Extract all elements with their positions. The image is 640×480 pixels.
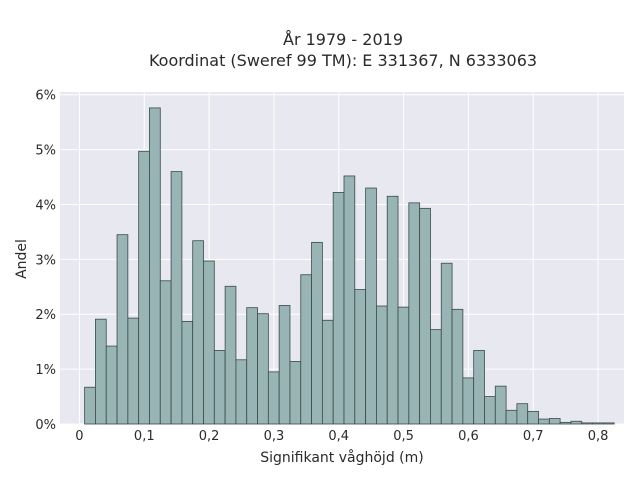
histogram-bar <box>484 396 496 425</box>
histogram-bar <box>559 421 572 425</box>
y-axis-ticks: 0% 1% 2% 3% 4% 5% 6% <box>35 89 56 433</box>
histogram-bar <box>332 192 345 425</box>
histogram-bar <box>149 107 161 425</box>
histogram-bar <box>343 175 356 425</box>
x-tick-label: 0,3 <box>264 429 285 444</box>
histogram-bar <box>300 274 312 425</box>
chart-title-line1: År 1979 - 2019 <box>283 30 403 49</box>
chart-title-line2: Koordinat (Sweref 99 TM): E 331367, N 63… <box>149 51 537 70</box>
histogram-bar <box>408 202 421 425</box>
x-tick-label: 0,2 <box>199 429 220 444</box>
histogram-bar <box>354 289 367 425</box>
histogram-bar <box>84 386 96 425</box>
y-tick-label: 3% <box>35 253 56 268</box>
histogram-bar <box>192 240 204 425</box>
y-tick-label: 2% <box>35 308 56 323</box>
histogram-bar <box>170 171 183 425</box>
histogram-bar <box>224 285 237 425</box>
histogram-bar <box>278 305 291 425</box>
histogram-bar <box>527 410 539 425</box>
histogram-bar <box>365 187 377 425</box>
histogram-bar <box>386 195 399 425</box>
histogram-bar <box>321 319 334 425</box>
histogram-bar <box>419 207 431 425</box>
histogram-bar <box>581 422 593 425</box>
histogram-bar <box>462 377 475 425</box>
histogram-bar <box>397 306 410 425</box>
y-axis-label: Andel <box>14 239 30 279</box>
histogram-bar <box>181 320 194 425</box>
y-tick-label: 1% <box>35 363 56 378</box>
x-axis-ticks: 0 0,1 0,2 0,3 0,4 0,5 0,6 0,7 0,8 <box>75 429 608 444</box>
histogram-bar <box>451 308 464 425</box>
histogram-bar <box>548 418 561 425</box>
histogram-bar <box>538 418 550 425</box>
histogram-bar <box>159 280 172 425</box>
histogram-bar <box>473 350 485 425</box>
x-tick-label: 0 <box>75 429 83 444</box>
x-tick-label: 0,1 <box>134 429 155 444</box>
x-tick-label: 0,4 <box>328 429 349 444</box>
histogram-bar <box>235 359 248 425</box>
histogram-bar <box>105 345 118 425</box>
histogram-bar <box>570 420 583 425</box>
x-tick-label: 0,7 <box>523 429 544 444</box>
x-tick-label: 0,5 <box>393 429 414 444</box>
histogram-bar <box>602 422 615 425</box>
histogram-bar <box>127 317 140 425</box>
histogram-bar <box>516 403 529 425</box>
histogram-bar <box>213 350 226 425</box>
x-axis-label: Signifikant våghöjd (m) <box>260 449 423 466</box>
histogram-bar <box>505 409 518 425</box>
histogram-bar <box>494 385 507 425</box>
x-tick-label: 0,6 <box>458 429 479 444</box>
bars <box>84 107 615 425</box>
histogram-bar <box>376 305 388 425</box>
histogram-bar <box>267 371 280 425</box>
y-tick-label: 0% <box>35 418 56 433</box>
histogram-bar <box>311 241 323 425</box>
y-tick-label: 6% <box>35 89 56 104</box>
histogram-bar <box>203 260 215 425</box>
histogram-bar <box>138 150 150 425</box>
histogram-bar <box>116 234 129 425</box>
histogram-bar <box>440 262 453 425</box>
histogram-bar <box>430 329 442 425</box>
x-tick-label: 0,8 <box>588 429 609 444</box>
y-tick-label: 5% <box>35 144 56 159</box>
histogram-bar <box>592 422 604 425</box>
y-tick-label: 4% <box>35 198 56 213</box>
histogram-bar <box>257 313 269 425</box>
histogram-bar <box>95 318 107 425</box>
histogram-bar <box>246 307 258 425</box>
histogram-bar <box>289 361 302 425</box>
